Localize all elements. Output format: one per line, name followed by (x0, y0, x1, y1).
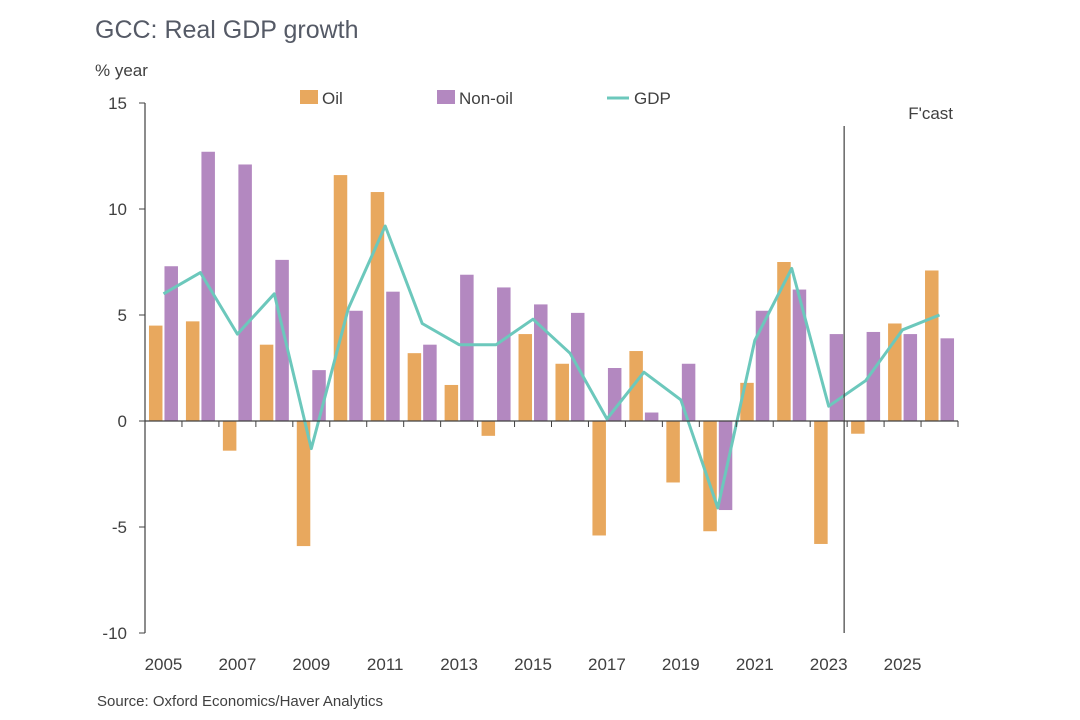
source-note: Source: Oxford Economics/Haver Analytics (97, 693, 383, 710)
y-tick-label: 10 (108, 200, 127, 219)
legend-label-non-oil: Non-oil (459, 89, 513, 108)
y-axis-ticks: 15 10 5 0 -5 -10 (102, 94, 145, 643)
x-tick-label: 2005 (145, 655, 183, 674)
bar-oil-2007 (222, 421, 237, 451)
bar-non-oil-2010 (349, 310, 363, 421)
bar-oil-2024 (851, 421, 865, 434)
chart-title: GCC: Real GDP growth (95, 16, 359, 44)
x-tick-label: 2019 (662, 655, 700, 674)
legend: Oil Non-oil GDP (300, 89, 671, 108)
bar-oil-2005 (148, 325, 163, 421)
bar-oil-2026 (925, 270, 939, 421)
y-axis-label: % year (95, 61, 148, 80)
bar-non-oil-2015 (534, 304, 548, 421)
forecast-label: F'cast (908, 104, 953, 123)
bar-non-oil-2014 (497, 287, 511, 421)
bar-non-oil-2023 (829, 334, 844, 421)
bar-non-oil-2012 (423, 344, 437, 421)
bars-group (148, 151, 955, 547)
bar-non-oil-2007 (238, 164, 252, 422)
x-tick-label: 2013 (440, 655, 478, 674)
bar-non-oil-2008 (275, 259, 289, 421)
bar-non-oil-2011 (386, 291, 400, 421)
bar-oil-2023 (814, 421, 828, 544)
bar-oil-2015 (518, 334, 533, 421)
legend-swatch-non-oil (437, 90, 455, 104)
bar-oil-2025 (888, 323, 902, 421)
bar-oil-2020 (703, 421, 717, 532)
y-tick-label: -5 (112, 518, 127, 537)
gdp-series-line (162, 224, 941, 510)
legend-label-gdp: GDP (634, 89, 671, 108)
y-tick-label: 5 (118, 306, 127, 325)
legend-swatch-oil (300, 90, 318, 104)
y-tick-label: 15 (108, 94, 127, 113)
x-tick-label: 2017 (588, 655, 626, 674)
x-axis-ticks: 2005 2007 2009 2011 2013 2015 2017 2019 2021 2023… (144, 421, 959, 674)
y-tick-label: -10 (102, 624, 127, 643)
bar-non-oil-2017 (607, 368, 622, 421)
gdp-line-group (162, 224, 941, 510)
bar-non-oil-2022 (792, 289, 807, 421)
bar-non-oil-2025 (903, 334, 918, 421)
bar-oil-2016 (555, 363, 569, 421)
legend-label-oil: Oil (322, 89, 343, 108)
bar-oil-2019 (666, 421, 680, 483)
y-tick-label: 0 (118, 412, 127, 431)
bar-oil-2009 (296, 421, 311, 547)
bar-non-oil-2018 (644, 412, 659, 421)
bar-non-oil-2019 (681, 363, 696, 421)
bar-non-oil-2005 (164, 266, 178, 421)
bar-oil-2014 (481, 421, 496, 436)
bar-oil-2006 (185, 321, 200, 421)
x-tick-label: 2021 (736, 655, 774, 674)
bar-non-oil-2024 (866, 331, 881, 421)
bar-oil-2013 (444, 384, 459, 421)
bar-non-oil-2021 (755, 310, 770, 421)
bar-oil-2017 (592, 421, 606, 536)
bar-non-oil-2013 (460, 274, 474, 421)
bar-oil-2010 (333, 175, 348, 421)
bar-oil-2018 (629, 351, 643, 421)
x-tick-label: 2023 (810, 655, 848, 674)
x-tick-label: 2007 (218, 655, 256, 674)
bar-oil-2022 (777, 262, 791, 421)
x-tick-label: 2011 (367, 655, 404, 674)
bar-oil-2012 (407, 353, 422, 421)
x-tick-label: 2015 (514, 655, 552, 674)
bar-oil-2008 (259, 344, 274, 421)
bar-oil-2011 (370, 192, 385, 421)
x-tick-label: 2009 (292, 655, 330, 674)
bar-non-oil-2026 (940, 338, 955, 421)
x-tick-label: 2025 (884, 655, 922, 674)
